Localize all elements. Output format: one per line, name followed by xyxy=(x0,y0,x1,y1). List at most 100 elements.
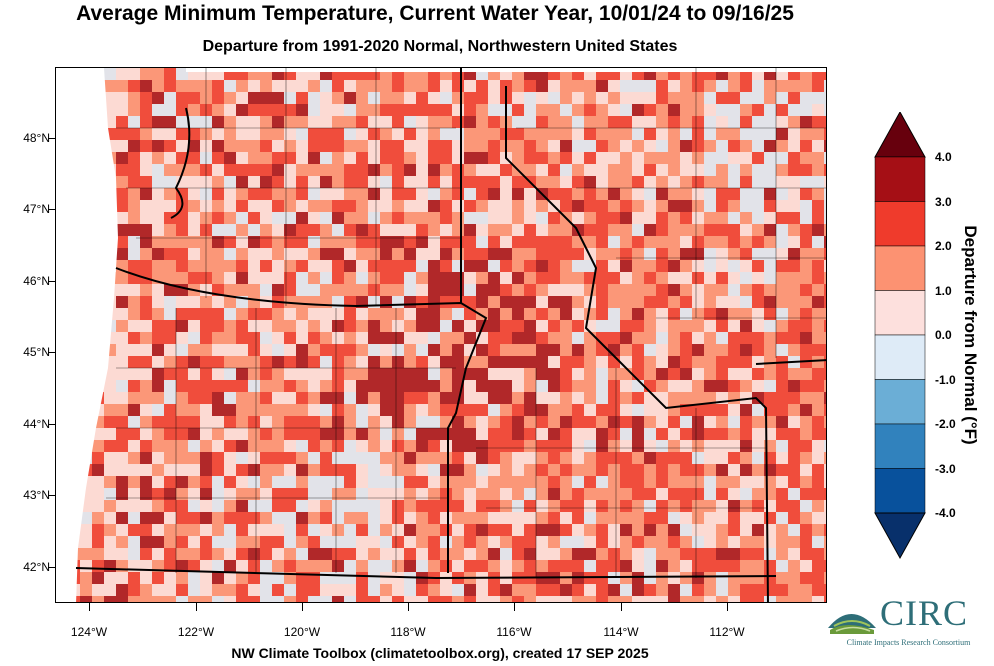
anomaly-cell xyxy=(80,560,92,572)
anomaly-cell xyxy=(776,164,788,176)
anomaly-cell xyxy=(476,512,488,524)
anomaly-cell xyxy=(404,584,416,596)
anomaly-cell xyxy=(464,536,476,548)
colorbar-max-triangle xyxy=(874,112,926,158)
anomaly-field xyxy=(56,68,826,602)
anomaly-cell xyxy=(764,572,776,584)
anomaly-cell xyxy=(476,200,488,212)
anomaly-cell xyxy=(116,488,128,500)
anomaly-cell xyxy=(188,548,200,560)
anomaly-cell xyxy=(572,368,584,380)
anomaly-cell xyxy=(392,116,404,128)
anomaly-cell xyxy=(320,152,332,164)
anomaly-cell xyxy=(320,476,332,488)
anomaly-cell xyxy=(560,392,572,404)
anomaly-cell xyxy=(92,548,104,560)
anomaly-cell xyxy=(536,500,548,512)
state-boundary-wa-or-id xyxy=(115,267,488,573)
anomaly-cell xyxy=(248,356,260,368)
anomaly-cell xyxy=(164,392,176,404)
anomaly-cell xyxy=(788,404,800,416)
anomaly-cell xyxy=(764,296,776,308)
anomaly-cell xyxy=(80,584,92,596)
anomaly-cell xyxy=(140,200,152,212)
anomaly-cell xyxy=(380,224,392,236)
anomaly-cell xyxy=(344,272,356,284)
anomaly-cell xyxy=(200,440,212,452)
anomaly-cell xyxy=(692,596,704,602)
anomaly-cell xyxy=(464,428,476,440)
anomaly-cell xyxy=(392,152,404,164)
anomaly-cell xyxy=(296,236,308,248)
anomaly-cell xyxy=(704,236,716,248)
anomaly-cell xyxy=(776,392,788,404)
anomaly-cell xyxy=(284,344,296,356)
anomaly-cell xyxy=(512,248,524,260)
anomaly-cell xyxy=(596,308,608,320)
anomaly-cell xyxy=(728,584,740,596)
anomaly-cell xyxy=(776,116,788,128)
anomaly-cell xyxy=(428,416,440,428)
anomaly-cell xyxy=(536,548,548,560)
anomaly-cell xyxy=(812,476,824,488)
anomaly-cell xyxy=(188,80,200,92)
anomaly-cell xyxy=(212,392,224,404)
anomaly-cell xyxy=(740,368,752,380)
anomaly-cell xyxy=(392,344,404,356)
anomaly-cell xyxy=(260,248,272,260)
state-boundary-mt-wy xyxy=(755,359,826,365)
anomaly-cell xyxy=(500,284,512,296)
anomaly-cell xyxy=(692,200,704,212)
anomaly-cell xyxy=(344,404,356,416)
anomaly-cell xyxy=(224,452,236,464)
anomaly-cell xyxy=(632,80,644,92)
anomaly-cell xyxy=(656,380,668,392)
anomaly-cell xyxy=(680,416,692,428)
anomaly-cell xyxy=(572,284,584,296)
anomaly-cell xyxy=(380,500,392,512)
anomaly-cell xyxy=(788,560,800,572)
anomaly-cell xyxy=(464,416,476,428)
anomaly-cell xyxy=(140,296,152,308)
anomaly-cell xyxy=(284,428,296,440)
anomaly-cell xyxy=(440,212,452,224)
anomaly-cell xyxy=(824,260,826,272)
anomaly-cell xyxy=(632,128,644,140)
anomaly-cell xyxy=(116,356,128,368)
anomaly-cell xyxy=(572,512,584,524)
anomaly-cell xyxy=(716,188,728,200)
anomaly-cell xyxy=(200,464,212,476)
anomaly-cell xyxy=(368,368,380,380)
anomaly-cell xyxy=(164,68,176,80)
anomaly-cell xyxy=(764,200,776,212)
anomaly-cell xyxy=(800,188,812,200)
anomaly-cell xyxy=(668,440,680,452)
anomaly-cell xyxy=(548,104,560,116)
anomaly-cell xyxy=(548,332,560,344)
anomaly-cell xyxy=(680,80,692,92)
anomaly-cell xyxy=(740,140,752,152)
anomaly-cell xyxy=(800,80,812,92)
anomaly-cell xyxy=(608,524,620,536)
anomaly-cell xyxy=(488,320,500,332)
anomaly-cell xyxy=(824,548,826,560)
anomaly-cell xyxy=(596,440,608,452)
anomaly-cell xyxy=(200,524,212,536)
anomaly-cell xyxy=(644,512,656,524)
anomaly-cell xyxy=(164,104,176,116)
anomaly-cell xyxy=(716,428,728,440)
anomaly-cell xyxy=(260,404,272,416)
anomaly-cell xyxy=(704,284,716,296)
anomaly-cell xyxy=(488,104,500,116)
anomaly-cell xyxy=(104,512,116,524)
anomaly-cell xyxy=(152,428,164,440)
anomaly-cell xyxy=(632,356,644,368)
anomaly-cell xyxy=(92,440,104,452)
anomaly-cell xyxy=(104,572,116,584)
anomaly-cell xyxy=(500,380,512,392)
anomaly-cell xyxy=(188,464,200,476)
anomaly-cell xyxy=(488,332,500,344)
anomaly-cell xyxy=(440,104,452,116)
anomaly-cell xyxy=(632,596,644,602)
anomaly-cell xyxy=(152,212,164,224)
